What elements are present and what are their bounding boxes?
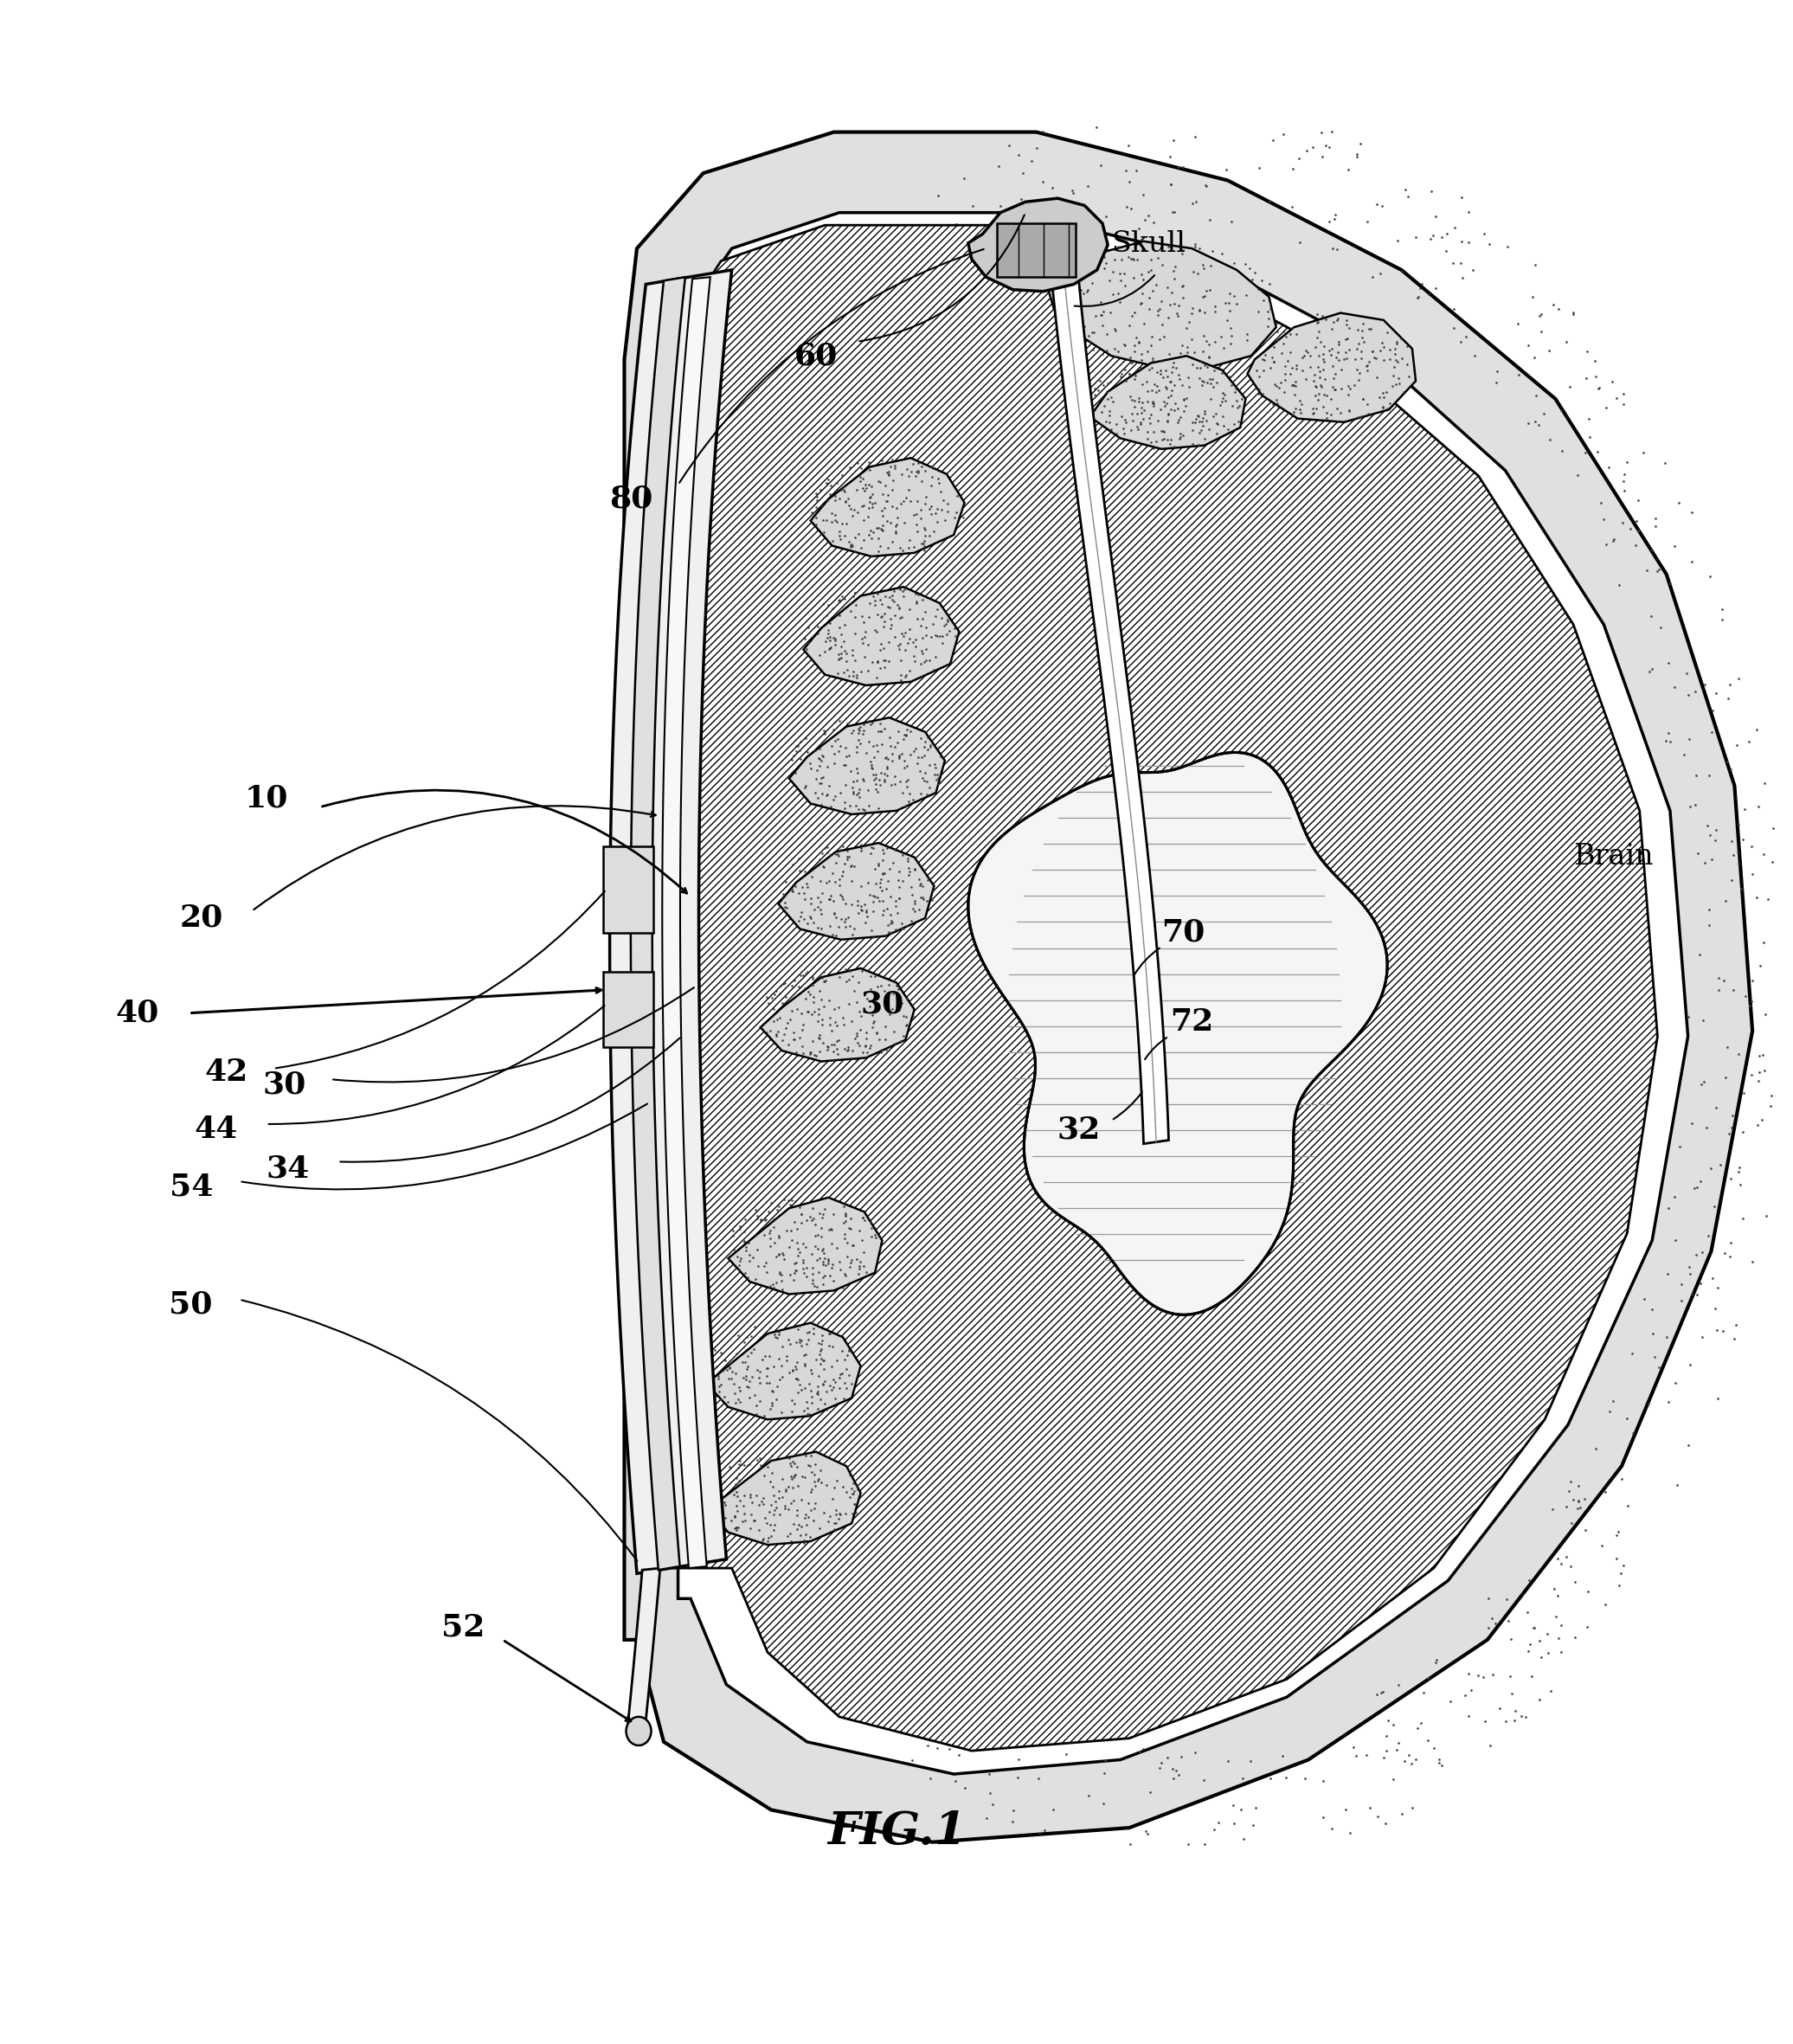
- Text: 10: 10: [244, 783, 289, 814]
- Polygon shape: [728, 1198, 882, 1294]
- Text: 30: 30: [262, 1069, 307, 1100]
- Text: Skull: Skull: [1112, 231, 1185, 258]
- Polygon shape: [778, 842, 934, 940]
- Polygon shape: [678, 213, 1687, 1774]
- Polygon shape: [1090, 356, 1246, 450]
- Text: 50: 50: [169, 1290, 213, 1320]
- FancyBboxPatch shape: [602, 846, 653, 932]
- Text: 34: 34: [265, 1155, 310, 1183]
- FancyBboxPatch shape: [997, 223, 1076, 278]
- Text: 80: 80: [610, 484, 653, 513]
- Text: 44: 44: [194, 1114, 238, 1145]
- Polygon shape: [810, 458, 965, 556]
- Text: 60: 60: [794, 341, 837, 370]
- Text: 70: 70: [1162, 918, 1205, 946]
- Polygon shape: [1049, 241, 1277, 368]
- Polygon shape: [672, 225, 1657, 1752]
- Ellipse shape: [626, 1717, 651, 1746]
- Polygon shape: [803, 587, 959, 685]
- Text: 54: 54: [169, 1171, 213, 1202]
- Polygon shape: [610, 270, 732, 1574]
- Polygon shape: [708, 1451, 861, 1545]
- Polygon shape: [760, 969, 914, 1061]
- Polygon shape: [662, 278, 710, 1568]
- Text: Brain: Brain: [1572, 842, 1653, 871]
- Text: FIG.1: FIG.1: [827, 1809, 966, 1854]
- Polygon shape: [624, 133, 1752, 1842]
- Polygon shape: [1248, 313, 1416, 423]
- Polygon shape: [628, 1568, 660, 1723]
- FancyBboxPatch shape: [602, 971, 653, 1047]
- Polygon shape: [706, 1322, 861, 1419]
- Polygon shape: [968, 752, 1388, 1314]
- Text: 30: 30: [861, 989, 904, 1018]
- Polygon shape: [789, 717, 945, 814]
- Polygon shape: [631, 278, 685, 1570]
- Text: 32: 32: [1058, 1114, 1101, 1145]
- Text: 40: 40: [115, 997, 160, 1028]
- Text: 72: 72: [1171, 1008, 1214, 1036]
- Polygon shape: [968, 198, 1108, 292]
- Text: 20: 20: [179, 903, 224, 932]
- Polygon shape: [1049, 245, 1169, 1145]
- Text: 42: 42: [204, 1057, 249, 1087]
- Text: 52: 52: [441, 1613, 484, 1641]
